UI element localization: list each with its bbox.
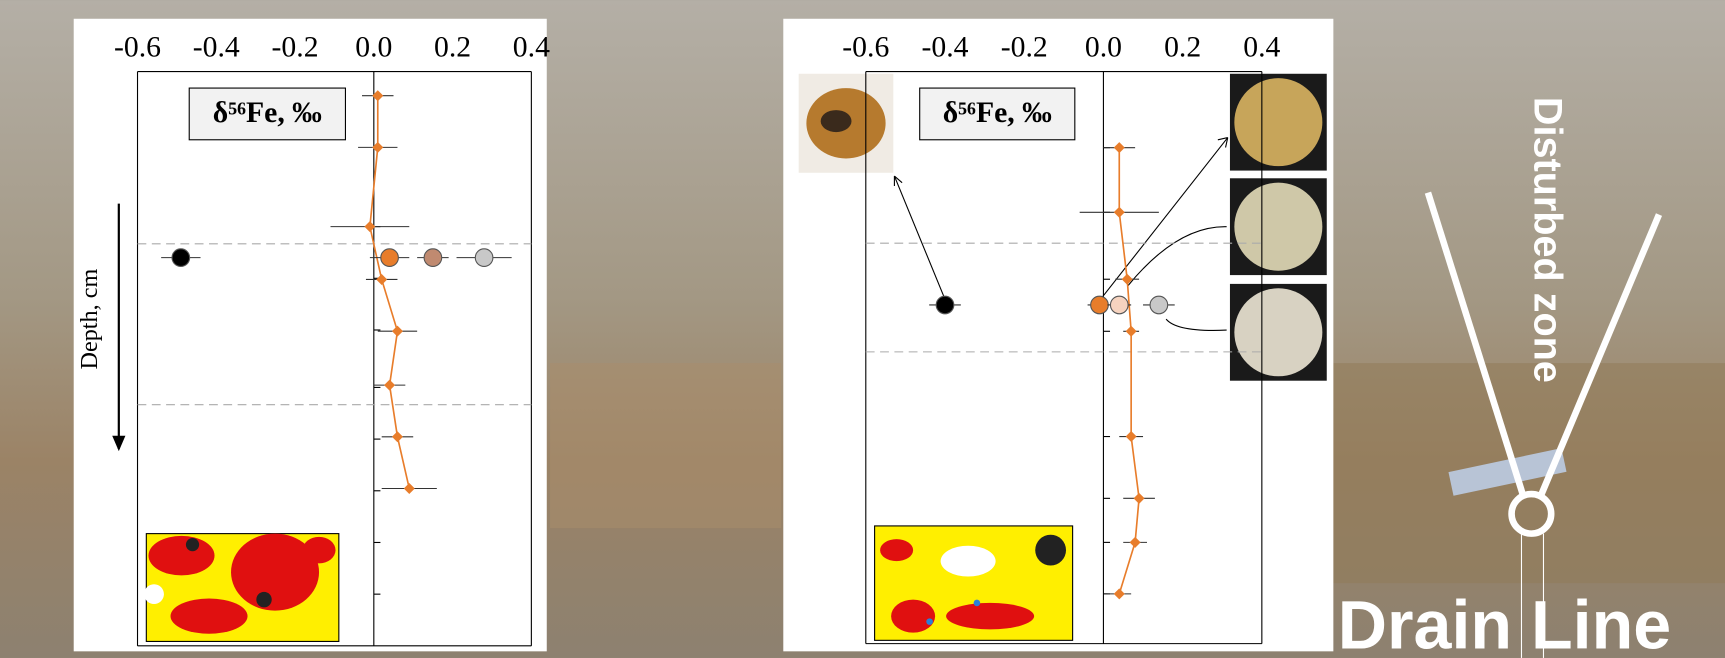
x-tick-label: 0.2	[1164, 31, 1201, 63]
map-inset	[875, 526, 1073, 640]
x-tick-label: 0.4	[1243, 31, 1280, 63]
y-axis-label: Depth, cm	[76, 269, 103, 370]
soil-band	[550, 363, 781, 528]
sample-point	[1091, 296, 1109, 314]
x-tick-label: -0.4	[922, 31, 969, 63]
zone-label: Disturbed zone	[1526, 97, 1570, 383]
figure: Disturbed zone Drain Line -0.6 -0.4 -0.2 0.…	[0, 0, 1725, 658]
sample-point	[475, 249, 493, 267]
sample-point	[1150, 296, 1168, 314]
x-tick-label: 0.2	[434, 31, 471, 63]
x-tick-label: 0.4	[513, 31, 550, 63]
x-tick-label: -0.4	[193, 31, 240, 63]
drain-label: Drain Line	[1338, 587, 1671, 658]
x-tick-label: -0.6	[842, 31, 889, 63]
x-tick-label: -0.2	[1001, 31, 1048, 63]
annotation: δ⁵⁶Fe, ‰	[213, 97, 322, 129]
sample-point	[381, 249, 399, 267]
map-inset	[144, 534, 339, 642]
x-tick-label: 0.0	[1085, 31, 1122, 63]
x-tick-label: 0.0	[355, 31, 392, 63]
sample-photo	[799, 74, 894, 173]
x-tick-label: -0.6	[114, 31, 161, 63]
sample-point	[1110, 296, 1128, 314]
sample-point	[936, 296, 954, 314]
sample-photo	[1230, 74, 1327, 381]
sample-point	[172, 249, 190, 267]
annotation: δ⁵⁶Fe, ‰	[943, 97, 1052, 129]
page: {"chart_data": [ {"type": "scatter", "an…	[0, 0, 1725, 658]
sample-point	[424, 249, 442, 267]
x-tick-label: -0.2	[272, 31, 319, 63]
